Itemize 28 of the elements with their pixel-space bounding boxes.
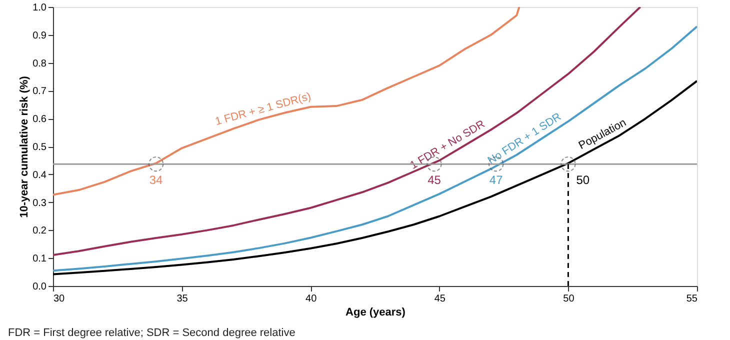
y-tick-label: 0.3 xyxy=(32,198,47,209)
y-tick-label: 0.6 xyxy=(32,114,47,126)
y-axis-title: 10-year cumulative risk (%) xyxy=(18,76,31,218)
line-series xyxy=(53,7,642,256)
text: FDR = First degree relative; SDR = Second degree relative xyxy=(8,327,296,339)
y-tick-label: 0.0 xyxy=(32,282,47,292)
y-tick-label: 0.7 xyxy=(32,86,47,98)
y-tick-label: 0.9 xyxy=(32,30,47,42)
text: No FDR + 1 SDR xyxy=(486,110,564,168)
x-tick-label: 35 xyxy=(176,294,188,304)
annotation: 45 xyxy=(428,173,442,188)
x-tick-label: 50 xyxy=(563,294,575,304)
annotation: 47 xyxy=(489,173,504,188)
x-tick-label: 40 xyxy=(306,294,318,304)
annotation: 50 xyxy=(576,173,590,188)
x-tick-label: 45 xyxy=(434,294,446,304)
annotation: 34 xyxy=(149,173,164,188)
y-tick-label: 0.5 xyxy=(32,142,47,153)
text: 1 FDR + ≥ 1 SDR(s) xyxy=(214,90,312,128)
y-tick-label: 0.4 xyxy=(32,170,47,181)
y-tick-label: 0.8 xyxy=(32,58,47,70)
x-axis-title: Age (years) xyxy=(346,306,406,318)
x-tick-label: 55 xyxy=(686,294,698,304)
line-series xyxy=(53,26,697,272)
y-tick-label: 0.1 xyxy=(32,254,47,265)
y-tick-label: 0.2 xyxy=(32,226,47,237)
y-tick-label: 1.0 xyxy=(32,2,47,14)
x-tick-label: 30 xyxy=(54,294,66,304)
